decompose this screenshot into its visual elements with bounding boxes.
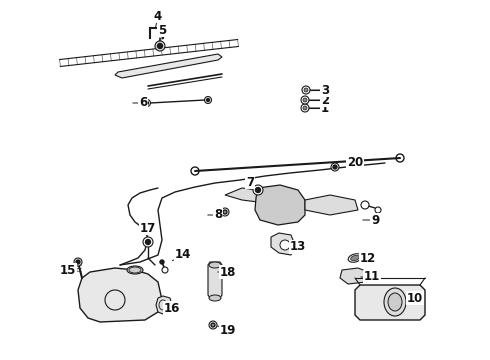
Text: 18: 18 — [220, 266, 236, 279]
Ellipse shape — [209, 295, 221, 301]
Text: 12: 12 — [360, 252, 376, 265]
Text: 20: 20 — [347, 156, 363, 168]
Circle shape — [143, 237, 153, 247]
Text: 7: 7 — [246, 175, 254, 189]
Polygon shape — [340, 268, 368, 284]
Polygon shape — [305, 195, 358, 215]
Text: 11: 11 — [364, 270, 380, 284]
Text: 2: 2 — [321, 94, 329, 107]
Circle shape — [280, 240, 290, 250]
Circle shape — [304, 88, 308, 92]
Circle shape — [255, 188, 261, 193]
Circle shape — [144, 99, 150, 107]
Circle shape — [146, 239, 150, 244]
Circle shape — [361, 201, 369, 209]
Ellipse shape — [209, 262, 221, 268]
Circle shape — [375, 207, 381, 213]
Polygon shape — [355, 285, 425, 320]
Circle shape — [162, 267, 168, 273]
Text: 19: 19 — [220, 324, 236, 337]
Text: 3: 3 — [321, 84, 329, 96]
Polygon shape — [208, 262, 222, 298]
Circle shape — [211, 323, 215, 327]
Ellipse shape — [129, 267, 141, 273]
Circle shape — [209, 321, 217, 329]
Circle shape — [221, 208, 229, 216]
Circle shape — [206, 99, 210, 102]
Circle shape — [302, 86, 310, 94]
Ellipse shape — [127, 266, 143, 274]
Polygon shape — [156, 296, 172, 314]
Polygon shape — [225, 188, 262, 202]
Circle shape — [301, 104, 309, 112]
Polygon shape — [115, 54, 222, 78]
Text: 16: 16 — [164, 302, 180, 315]
Text: 13: 13 — [290, 240, 306, 253]
Text: 1: 1 — [321, 102, 329, 114]
Polygon shape — [78, 268, 162, 322]
Circle shape — [301, 96, 309, 104]
Text: 8: 8 — [214, 208, 222, 221]
Text: 14: 14 — [175, 248, 191, 261]
Circle shape — [303, 98, 307, 102]
Circle shape — [303, 106, 307, 110]
Circle shape — [223, 210, 227, 214]
Text: 5: 5 — [158, 23, 166, 36]
Circle shape — [331, 163, 339, 171]
Text: 6: 6 — [139, 96, 147, 109]
Circle shape — [253, 185, 263, 195]
Text: 15: 15 — [60, 264, 76, 276]
Circle shape — [146, 102, 148, 104]
Text: 4: 4 — [154, 9, 162, 22]
Circle shape — [76, 260, 80, 264]
Circle shape — [333, 165, 337, 169]
Text: 9: 9 — [371, 213, 379, 226]
Circle shape — [157, 44, 163, 49]
Circle shape — [155, 41, 165, 51]
Circle shape — [160, 260, 164, 264]
Polygon shape — [255, 185, 305, 225]
Ellipse shape — [388, 293, 402, 311]
Ellipse shape — [384, 288, 406, 316]
Text: 10: 10 — [407, 292, 423, 305]
Circle shape — [74, 258, 82, 266]
Circle shape — [204, 96, 212, 104]
Ellipse shape — [351, 255, 359, 261]
Ellipse shape — [348, 254, 362, 262]
Polygon shape — [271, 233, 295, 255]
Text: 17: 17 — [140, 221, 156, 234]
